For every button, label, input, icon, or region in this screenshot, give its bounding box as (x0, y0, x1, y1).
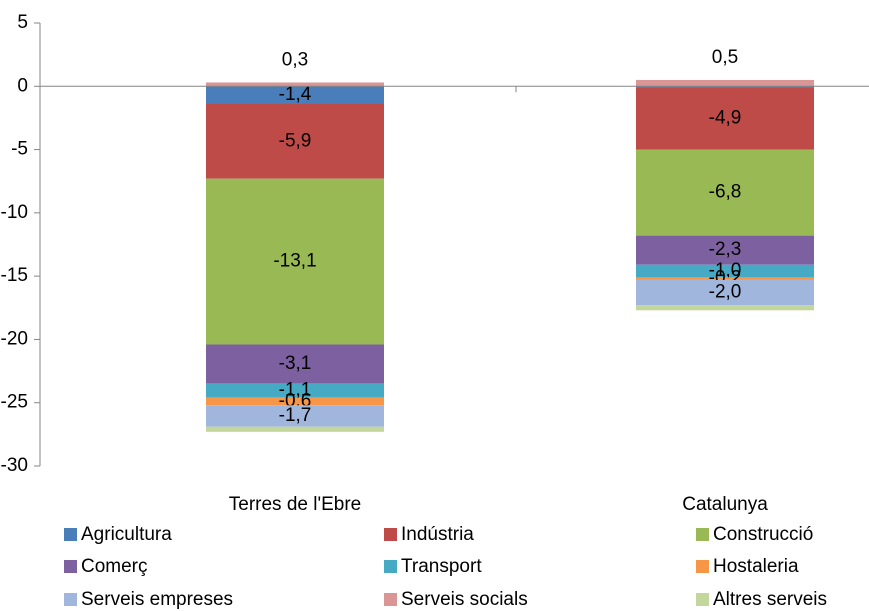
legend-swatch (64, 593, 77, 606)
value-label: -1,0 (709, 260, 742, 281)
value-label: -5,9 (279, 130, 312, 151)
bar-segment (206, 426, 384, 432)
y-tick-label: -25 (1, 392, 28, 413)
legend-label: Transport (401, 556, 482, 577)
legend-label: Construcció (713, 524, 813, 545)
legend-swatch (64, 560, 77, 573)
legend-swatch (696, 528, 709, 541)
bar-segment (636, 305, 814, 311)
bar-segment (636, 149, 814, 236)
bar-segment (636, 87, 814, 150)
y-tick-label: -10 (1, 202, 28, 223)
value-label: -2,0 (709, 282, 742, 303)
bar-segment (206, 344, 384, 384)
y-tick-label: 0 (17, 75, 28, 96)
bar-segment (206, 178, 384, 345)
value-label: -3,1 (279, 353, 312, 374)
value-label: -6,8 (709, 182, 742, 203)
legend-swatch (384, 593, 397, 606)
value-label: -4,9 (709, 108, 742, 129)
legend-label: Indústria (401, 524, 474, 545)
legend-swatch (384, 528, 397, 541)
bar-segment (206, 383, 384, 398)
legend-swatch (696, 593, 709, 606)
y-tick-label: -15 (1, 265, 28, 286)
bar-segment (636, 79, 814, 87)
bar-segment (206, 104, 384, 179)
y-tick-label: 5 (17, 12, 28, 33)
bar-segment (206, 405, 384, 427)
legend-label: Serveis empreses (81, 589, 233, 610)
legend-label: Hostaleria (713, 556, 799, 577)
legend-swatch (64, 528, 77, 541)
value-label: -1,4 (279, 84, 312, 105)
bar-segment (636, 279, 814, 306)
legend-swatch (384, 560, 397, 573)
y-tick-label: -20 (1, 328, 28, 349)
legend-label: Comerç (81, 556, 148, 577)
y-tick-label: -5 (11, 139, 28, 160)
value-label: 0,5 (712, 47, 738, 68)
x-tick-label: Catalunya (682, 494, 768, 515)
y-tick-label: -30 (1, 455, 28, 476)
legend-label: Serveis socials (401, 589, 528, 610)
legend-label: Agricultura (81, 524, 172, 545)
value-label: 0,3 (282, 50, 308, 71)
x-tick-label: Terres de l'Ebre (229, 494, 361, 515)
bar-segment (636, 86, 814, 88)
bar-segment (636, 277, 814, 280)
bar-segment (206, 397, 384, 406)
bar-segment (636, 235, 814, 265)
bar-segment (636, 264, 814, 278)
legend-swatch (696, 560, 709, 573)
legend-label: Altres serveis (713, 589, 827, 610)
bar-segment (206, 82, 384, 87)
value-label: -1,1 (279, 380, 312, 401)
bar-segment (206, 86, 384, 105)
value-label: -13,1 (273, 251, 316, 272)
value-label: -2,3 (709, 239, 742, 260)
value-label: -1,7 (279, 405, 312, 426)
